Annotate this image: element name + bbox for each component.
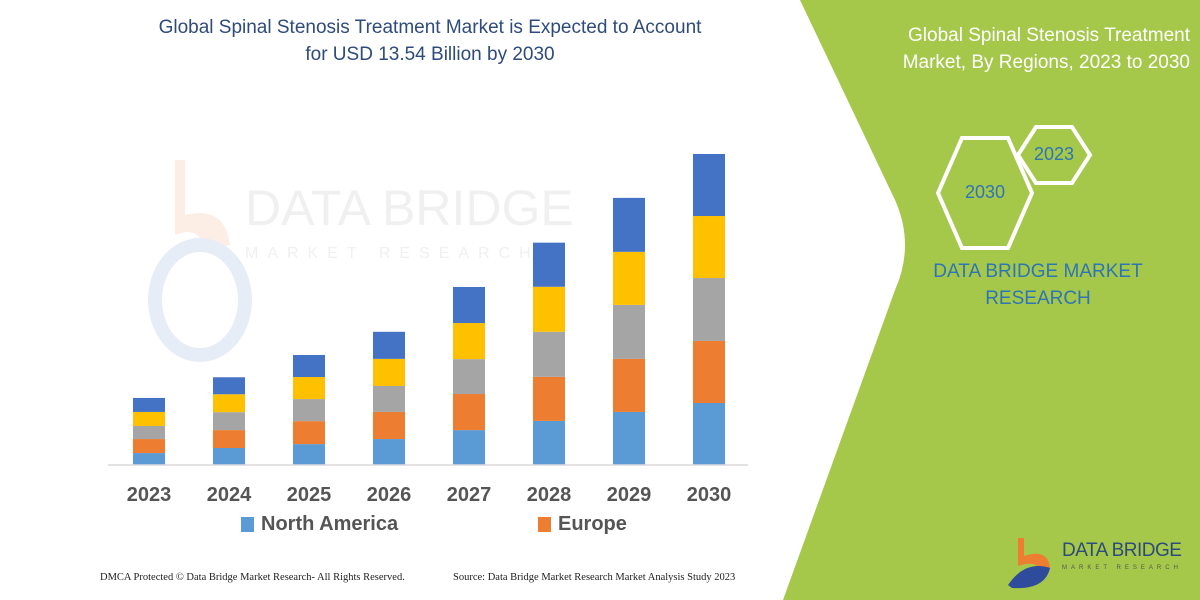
- side-panel-title: Global Spinal Stenosis Treatment Market,…: [860, 22, 1190, 76]
- watermark-text: DATA BRIDGE: [245, 180, 574, 236]
- footer-copyright: DMCA Protected © Data Bridge Market Rese…: [100, 572, 405, 583]
- x-tick-label: 2023: [126, 484, 172, 506]
- x-tick-label: 2024: [206, 484, 252, 506]
- x-tick-label: 2026: [366, 484, 412, 506]
- bar-segment-2027-series-4: [453, 323, 485, 360]
- hex-label-2030: 2030: [964, 182, 1006, 202]
- bar-segment-2028-series-4: [533, 286, 565, 332]
- hex-label-2023: 2023: [1033, 144, 1075, 164]
- bar-segment-2024-series-5: [213, 377, 245, 395]
- logo-subtext: MARKET RESEARCH: [1062, 565, 1182, 571]
- bar-segment-2025-series-3: [293, 399, 325, 422]
- bar-segment-2027-series-2: [453, 394, 485, 431]
- bar-segment-2030-series-3: [693, 278, 725, 341]
- bar-segment-2025-series-1: [293, 444, 325, 465]
- bar-segment-2028-series-5: [533, 242, 565, 287]
- bar-segment-2029-series-2: [613, 358, 645, 412]
- side-title-line1: Global Spinal Stenosis Treatment: [908, 25, 1190, 46]
- bar-segment-2030-series-5: [693, 154, 725, 217]
- bar-segment-2023-series-1: [133, 453, 165, 465]
- bar-segment-2030-series-2: [693, 340, 725, 403]
- chart-title-line2: for USD 13.54 Billion by 2030: [305, 44, 555, 65]
- bar-segment-2026-series-3: [373, 385, 405, 412]
- bar-segment-2028-series-3: [533, 331, 565, 377]
- bar-segment-2026-series-4: [373, 358, 405, 386]
- legend-label-europe: Europe: [558, 513, 627, 535]
- logo-icon: [1008, 538, 1050, 589]
- brand-line1: DATA BRIDGE MARKET: [933, 261, 1143, 282]
- bar-segment-2024-series-2: [213, 430, 245, 449]
- bar-segment-2023-series-5: [133, 397, 165, 412]
- bar-segment-2027-series-3: [453, 359, 485, 395]
- bar-segment-2023-series-4: [133, 411, 165, 426]
- bar-segment-2029-series-3: [613, 304, 645, 359]
- side-title-line2: Market, By Regions, 2023 to 2030: [902, 52, 1190, 73]
- bar-segment-2024-series-3: [213, 412, 245, 431]
- bar-segment-2029-series-5: [613, 197, 645, 252]
- brand-text: DATA BRIDGE MARKET RESEARCH: [900, 258, 1176, 312]
- legend-item-europe: Europe: [538, 513, 627, 536]
- bar-segment-2023-series-3: [133, 425, 165, 440]
- hexagon-2023-icon: [1015, 125, 1093, 185]
- bar-segment-2028-series-1: [533, 420, 565, 465]
- watermark-logo: DATA BRIDGE MARKET RESEARCH: [148, 160, 574, 362]
- bar-segment-2025-series-4: [293, 377, 325, 400]
- legend-swatch-europe: [538, 517, 551, 532]
- bar-segment-2026-series-1: [373, 439, 405, 465]
- logo-text: DATA BRIDGE: [1062, 540, 1182, 561]
- legend-swatch-north-america: [241, 517, 254, 532]
- bar-segment-2027-series-5: [453, 286, 485, 324]
- bar-segment-2024-series-1: [213, 448, 245, 465]
- bar-segment-2029-series-4: [613, 251, 645, 305]
- legend-item-north-america: North America: [241, 513, 398, 536]
- x-tick-label: 2027: [446, 484, 492, 506]
- watermark-subtext: MARKET RESEARCH: [245, 245, 540, 262]
- hexagon-2030-icon: [935, 136, 1035, 250]
- chart-bars: [133, 154, 725, 465]
- bar-segment-2026-series-2: [373, 411, 405, 440]
- bar-segment-2029-series-1: [613, 411, 645, 465]
- bar-segment-2030-series-4: [693, 216, 725, 279]
- x-tick-label: 2028: [526, 484, 572, 506]
- x-tick-label: 2029: [606, 484, 652, 506]
- bar-segment-2028-series-2: [533, 376, 565, 421]
- bar-segment-2030-series-1: [693, 402, 725, 465]
- bar-segment-2027-series-1: [453, 430, 485, 465]
- bar-segment-2024-series-4: [213, 394, 245, 413]
- bar-segment-2025-series-5: [293, 354, 325, 378]
- green-side-panel: [783, 0, 1200, 600]
- brand-line2: RESEARCH: [985, 288, 1091, 309]
- legend-label-north-america: North America: [261, 513, 399, 535]
- footer-source: Source: Data Bridge Market Research Mark…: [453, 572, 736, 583]
- chart-title-line1: Global Spinal Stenosis Treatment Market …: [158, 17, 702, 38]
- bar-segment-2023-series-2: [133, 439, 165, 454]
- x-tick-label: 2025: [286, 484, 332, 506]
- bar-segment-2025-series-2: [293, 421, 325, 445]
- x-tick-label: 2030: [686, 484, 732, 506]
- chart-title: Global Spinal Stenosis Treatment Market …: [100, 14, 760, 68]
- bar-segment-2026-series-5: [373, 331, 405, 359]
